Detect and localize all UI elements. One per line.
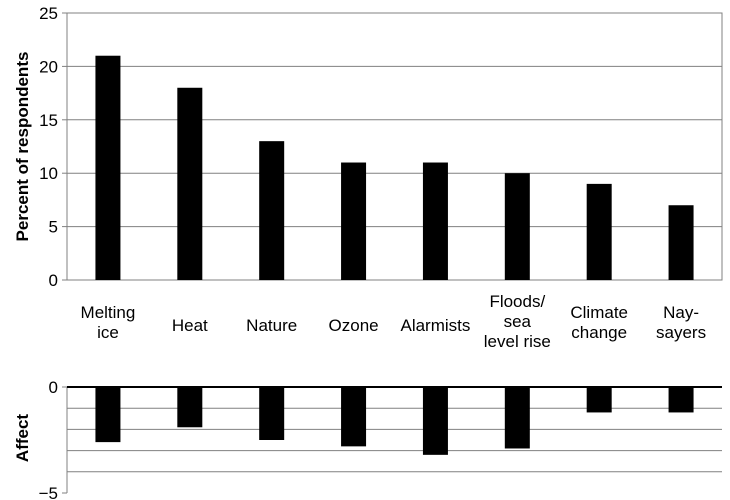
bottom-y-axis-label: Affect	[13, 414, 32, 463]
top-bar-chart: 0 5 10 15 20 25 Melting ice Heat Nature Ozone Alarm…	[13, 4, 723, 351]
bottom-bar	[668, 387, 694, 413]
bottom-bar	[504, 387, 530, 449]
bottom-bar	[95, 387, 121, 443]
bottom-bar	[177, 387, 203, 428]
top-y-tick-label: 0	[49, 271, 58, 290]
x-category-label: Heat	[172, 316, 208, 335]
bottom-bar	[586, 387, 612, 413]
x-category-label: Ozone	[329, 316, 379, 335]
x-category-label: Alarmists	[400, 316, 470, 335]
top-bar	[586, 183, 612, 280]
bottom-bar	[259, 387, 285, 440]
top-y-tick-label: 20	[39, 57, 58, 76]
x-category-label: Nay-sayers	[656, 303, 706, 342]
bottom-bar-chart: 0 −5 Affect	[13, 378, 722, 500]
bottom-bar	[422, 387, 448, 455]
top-bar	[504, 173, 530, 280]
x-category-label: Climate change	[570, 303, 628, 342]
x-category-label: Floods/sea level rise	[484, 292, 551, 351]
x-category-label: Melting ice	[81, 303, 136, 342]
x-category-label: Nature	[246, 316, 297, 335]
top-bar	[95, 55, 121, 280]
top-bar	[177, 87, 203, 280]
top-y-tick-label: 10	[39, 164, 58, 183]
top-y-tick-label: 25	[39, 4, 58, 23]
top-bar	[422, 162, 448, 280]
bottom-y-tick-label: 0	[49, 378, 58, 397]
top-plot-frame	[66, 12, 723, 281]
bottom-bar	[341, 387, 367, 447]
top-bar	[259, 141, 285, 280]
top-bar	[341, 162, 367, 280]
top-y-tick-label: 5	[49, 218, 58, 237]
top-y-tick-label: 15	[39, 111, 58, 130]
bottom-y-tick-label: −5	[39, 484, 58, 500]
top-bar	[668, 205, 694, 280]
top-y-axis-label: Percent of respondents	[13, 52, 32, 242]
